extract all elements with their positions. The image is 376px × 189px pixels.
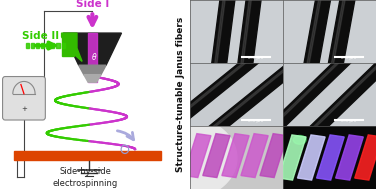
Polygon shape bbox=[272, 49, 359, 127]
FancyBboxPatch shape bbox=[3, 77, 45, 120]
Polygon shape bbox=[203, 134, 230, 178]
Polygon shape bbox=[260, 134, 287, 178]
Polygon shape bbox=[278, 135, 306, 180]
Polygon shape bbox=[305, 0, 323, 74]
Polygon shape bbox=[213, 0, 227, 74]
Bar bbox=[26, 43, 29, 48]
Text: +: + bbox=[21, 106, 27, 112]
Polygon shape bbox=[241, 134, 268, 178]
Polygon shape bbox=[62, 33, 82, 61]
Text: 0.5 μm: 0.5 μm bbox=[248, 56, 264, 60]
Bar bbox=[36, 43, 39, 48]
Polygon shape bbox=[355, 135, 376, 180]
Bar bbox=[14, 151, 161, 160]
Circle shape bbox=[293, 136, 306, 144]
Polygon shape bbox=[173, 49, 268, 123]
Polygon shape bbox=[79, 65, 106, 75]
Text: Side-by-side
electrospinning: Side-by-side electrospinning bbox=[53, 167, 118, 188]
Polygon shape bbox=[304, 64, 376, 137]
Bar bbox=[31, 43, 34, 48]
Polygon shape bbox=[222, 134, 249, 178]
Bar bbox=[46, 43, 49, 48]
Text: $\theta$: $\theta$ bbox=[91, 51, 97, 62]
Bar bbox=[88, 33, 97, 82]
Bar bbox=[51, 43, 55, 48]
Polygon shape bbox=[176, 50, 261, 118]
Bar bbox=[62, 43, 65, 48]
Polygon shape bbox=[204, 66, 290, 135]
Polygon shape bbox=[336, 135, 363, 180]
Polygon shape bbox=[236, 0, 262, 77]
Polygon shape bbox=[202, 65, 297, 139]
Text: Side II: Side II bbox=[22, 31, 59, 41]
Polygon shape bbox=[275, 50, 351, 123]
Text: 0.5 μm: 0.5 μm bbox=[248, 119, 264, 123]
Polygon shape bbox=[63, 33, 121, 65]
Polygon shape bbox=[62, 35, 74, 56]
Text: Structure-tunable Janus fibers: Structure-tunable Janus fibers bbox=[176, 17, 185, 172]
Polygon shape bbox=[184, 134, 211, 178]
Polygon shape bbox=[210, 0, 237, 75]
Bar bbox=[56, 43, 59, 48]
Polygon shape bbox=[329, 0, 347, 76]
Polygon shape bbox=[301, 63, 376, 141]
Text: 0.5 μm: 0.5 μm bbox=[341, 56, 357, 60]
Bar bbox=[41, 43, 44, 48]
Polygon shape bbox=[84, 75, 101, 82]
Text: 0.5 μm: 0.5 μm bbox=[341, 119, 357, 123]
Polygon shape bbox=[239, 0, 253, 76]
Polygon shape bbox=[302, 0, 333, 75]
Polygon shape bbox=[317, 135, 344, 180]
Polygon shape bbox=[326, 0, 357, 77]
Polygon shape bbox=[297, 135, 325, 180]
Text: Side I: Side I bbox=[76, 0, 109, 9]
